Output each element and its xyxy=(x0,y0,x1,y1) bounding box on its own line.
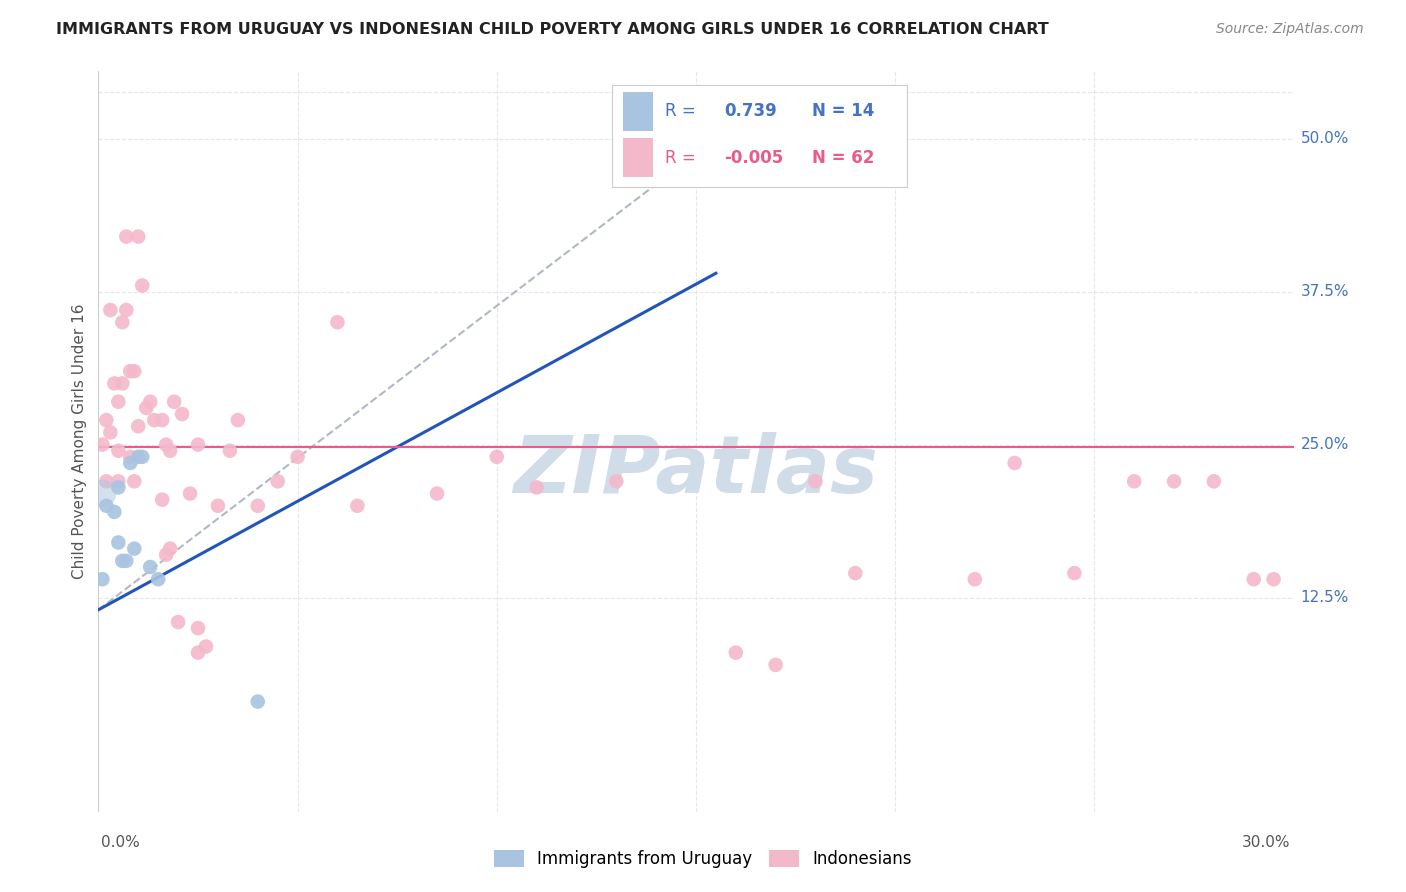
Point xyxy=(1004,456,1026,470)
Point xyxy=(103,505,125,519)
Point xyxy=(103,376,125,391)
Point xyxy=(120,450,142,464)
Text: R =: R = xyxy=(665,149,696,167)
Point xyxy=(143,413,166,427)
Point xyxy=(135,401,157,415)
Point xyxy=(219,443,242,458)
Point xyxy=(1163,475,1185,489)
Point xyxy=(150,492,173,507)
Point xyxy=(124,475,146,489)
Point xyxy=(326,315,349,329)
Point xyxy=(526,480,548,494)
Text: 12.5%: 12.5% xyxy=(1301,591,1348,605)
Text: R =: R = xyxy=(665,103,696,120)
Point xyxy=(131,278,153,293)
Point xyxy=(124,541,146,556)
Point xyxy=(107,480,129,494)
Point xyxy=(107,535,129,549)
Point xyxy=(187,437,209,451)
Point xyxy=(107,443,129,458)
Point xyxy=(111,554,134,568)
Text: 50.0%: 50.0% xyxy=(1301,131,1348,146)
Bar xyxy=(623,138,652,177)
Point xyxy=(155,548,177,562)
Point xyxy=(155,437,177,451)
Point xyxy=(150,413,173,427)
Bar xyxy=(623,92,652,131)
Point xyxy=(115,303,138,318)
Text: -0.005: -0.005 xyxy=(724,149,783,167)
Point xyxy=(98,425,122,440)
Point xyxy=(724,646,747,660)
Point xyxy=(124,364,146,378)
Point xyxy=(1123,475,1146,489)
Text: 37.5%: 37.5% xyxy=(1301,285,1348,299)
Point xyxy=(605,475,627,489)
Point xyxy=(1243,572,1265,586)
Text: IMMIGRANTS FROM URUGUAY VS INDONESIAN CHILD POVERTY AMONG GIRLS UNDER 16 CORRELA: IMMIGRANTS FROM URUGUAY VS INDONESIAN CH… xyxy=(56,22,1049,37)
Point xyxy=(96,475,118,489)
Point xyxy=(120,364,142,378)
Point xyxy=(346,499,368,513)
Point xyxy=(187,646,209,660)
Point xyxy=(246,695,269,709)
Point xyxy=(91,437,114,451)
Point xyxy=(485,450,508,464)
Text: Source: ZipAtlas.com: Source: ZipAtlas.com xyxy=(1216,22,1364,37)
Point xyxy=(96,413,118,427)
Point xyxy=(804,475,827,489)
Text: ZIPatlas: ZIPatlas xyxy=(513,432,879,510)
Point xyxy=(844,566,866,580)
Point xyxy=(148,572,170,586)
Point xyxy=(107,394,129,409)
Point xyxy=(187,621,209,635)
Text: N = 62: N = 62 xyxy=(813,149,875,167)
Y-axis label: Child Poverty Among Girls Under 16: Child Poverty Among Girls Under 16 xyxy=(72,304,87,579)
Point xyxy=(159,443,181,458)
Point xyxy=(91,572,114,586)
Point xyxy=(207,499,229,513)
Point xyxy=(163,394,186,409)
Point xyxy=(115,229,138,244)
Point xyxy=(91,486,114,500)
Point xyxy=(115,554,138,568)
Point xyxy=(1202,475,1225,489)
Point xyxy=(159,541,181,556)
Text: 0.739: 0.739 xyxy=(724,103,776,120)
Point xyxy=(246,499,269,513)
Text: N = 14: N = 14 xyxy=(813,103,875,120)
Point xyxy=(1263,572,1285,586)
Point xyxy=(267,475,290,489)
Point xyxy=(287,450,309,464)
Point xyxy=(1063,566,1085,580)
Point xyxy=(96,499,118,513)
Point xyxy=(107,475,129,489)
Point xyxy=(194,640,218,654)
Point xyxy=(179,486,201,500)
Point xyxy=(139,560,162,574)
Point xyxy=(111,315,134,329)
Point xyxy=(120,456,142,470)
Legend: Immigrants from Uruguay, Indonesians: Immigrants from Uruguay, Indonesians xyxy=(488,843,918,875)
Text: 0.0%: 0.0% xyxy=(101,836,141,850)
Point xyxy=(139,394,162,409)
Point xyxy=(127,229,149,244)
Point xyxy=(127,419,149,434)
Text: 30.0%: 30.0% xyxy=(1243,836,1291,850)
Point xyxy=(765,657,787,672)
Point xyxy=(111,376,134,391)
Point xyxy=(131,450,153,464)
Point xyxy=(127,450,149,464)
Point xyxy=(426,486,449,500)
Point xyxy=(172,407,194,421)
Point xyxy=(98,303,122,318)
Text: 25.0%: 25.0% xyxy=(1301,437,1348,452)
Point xyxy=(167,615,190,629)
Point xyxy=(963,572,986,586)
Point xyxy=(226,413,249,427)
